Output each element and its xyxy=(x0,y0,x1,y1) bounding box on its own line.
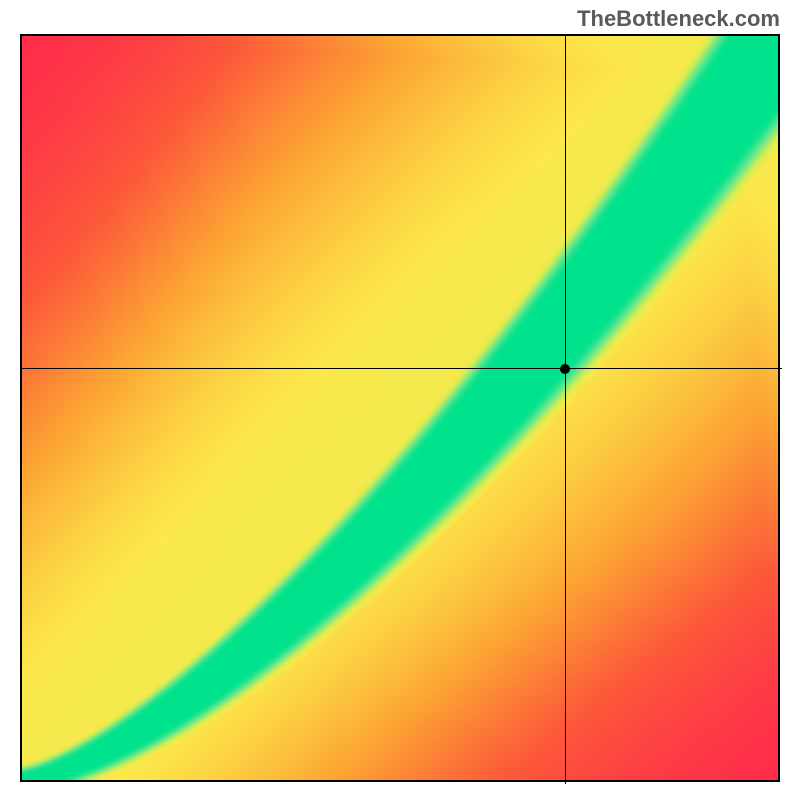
crosshair-vertical xyxy=(565,36,566,784)
chart-container: { "watermark": { "text": "TheBottleneck.… xyxy=(0,0,800,800)
crosshair-horizontal xyxy=(22,368,782,369)
plot-area xyxy=(20,34,780,782)
crosshair-marker xyxy=(560,364,570,374)
heatmap-canvas xyxy=(22,36,778,780)
watermark-text: TheBottleneck.com xyxy=(577,6,780,32)
